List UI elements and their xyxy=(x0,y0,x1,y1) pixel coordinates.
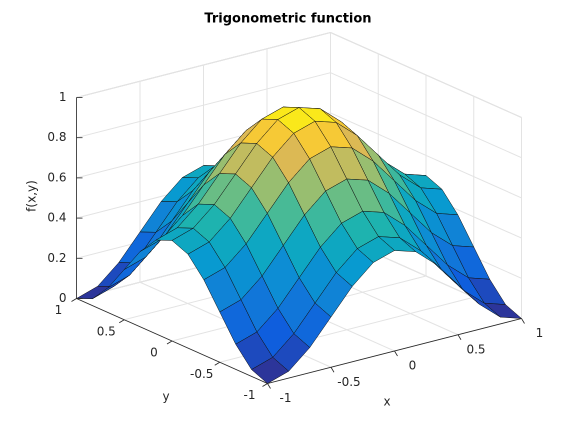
x-tick-label: 1 xyxy=(536,326,544,340)
y-axis-label: y xyxy=(162,390,169,404)
grid-line xyxy=(330,32,522,118)
grid-line xyxy=(76,72,331,139)
x-tick-label: 0 xyxy=(409,359,417,373)
surface xyxy=(75,106,523,384)
z-tick-label: 0.4 xyxy=(47,211,66,225)
y-tick-label: -0.5 xyxy=(190,367,213,381)
grid-line xyxy=(76,32,331,98)
y-tick xyxy=(119,319,125,324)
y-tick xyxy=(262,383,268,387)
y-tick xyxy=(71,298,77,302)
y-tick xyxy=(166,340,173,345)
x-tick xyxy=(267,383,271,389)
z-tick-label: 0.8 xyxy=(47,130,66,144)
y-tick-label: 1 xyxy=(55,303,63,317)
x-tick xyxy=(457,334,462,340)
x-axis-label: x xyxy=(383,395,390,409)
grid-line xyxy=(330,112,522,199)
y-tick-label: 0.5 xyxy=(97,324,116,338)
z-axis-label: f(x,y) xyxy=(25,180,39,212)
z-tick-label: 1 xyxy=(59,90,67,104)
x-tick xyxy=(330,367,335,373)
y-tick-label: -1 xyxy=(244,388,256,402)
z-tick-label: 0.2 xyxy=(47,251,66,265)
x-tick-label: 0.5 xyxy=(466,342,485,356)
grid-line xyxy=(330,72,522,159)
z-tick-label: 0.6 xyxy=(47,170,66,184)
surface-cell xyxy=(251,357,290,384)
y-tick-label: 0 xyxy=(150,346,158,360)
chart-title: Trigonometric function xyxy=(204,12,371,27)
y-tick xyxy=(214,361,220,366)
x-tick xyxy=(394,350,398,357)
x-tick-label: -0.5 xyxy=(337,375,360,389)
z-tick-label: 0 xyxy=(59,291,67,305)
x-tick xyxy=(521,318,525,324)
x-tick-label: -1 xyxy=(280,391,292,405)
